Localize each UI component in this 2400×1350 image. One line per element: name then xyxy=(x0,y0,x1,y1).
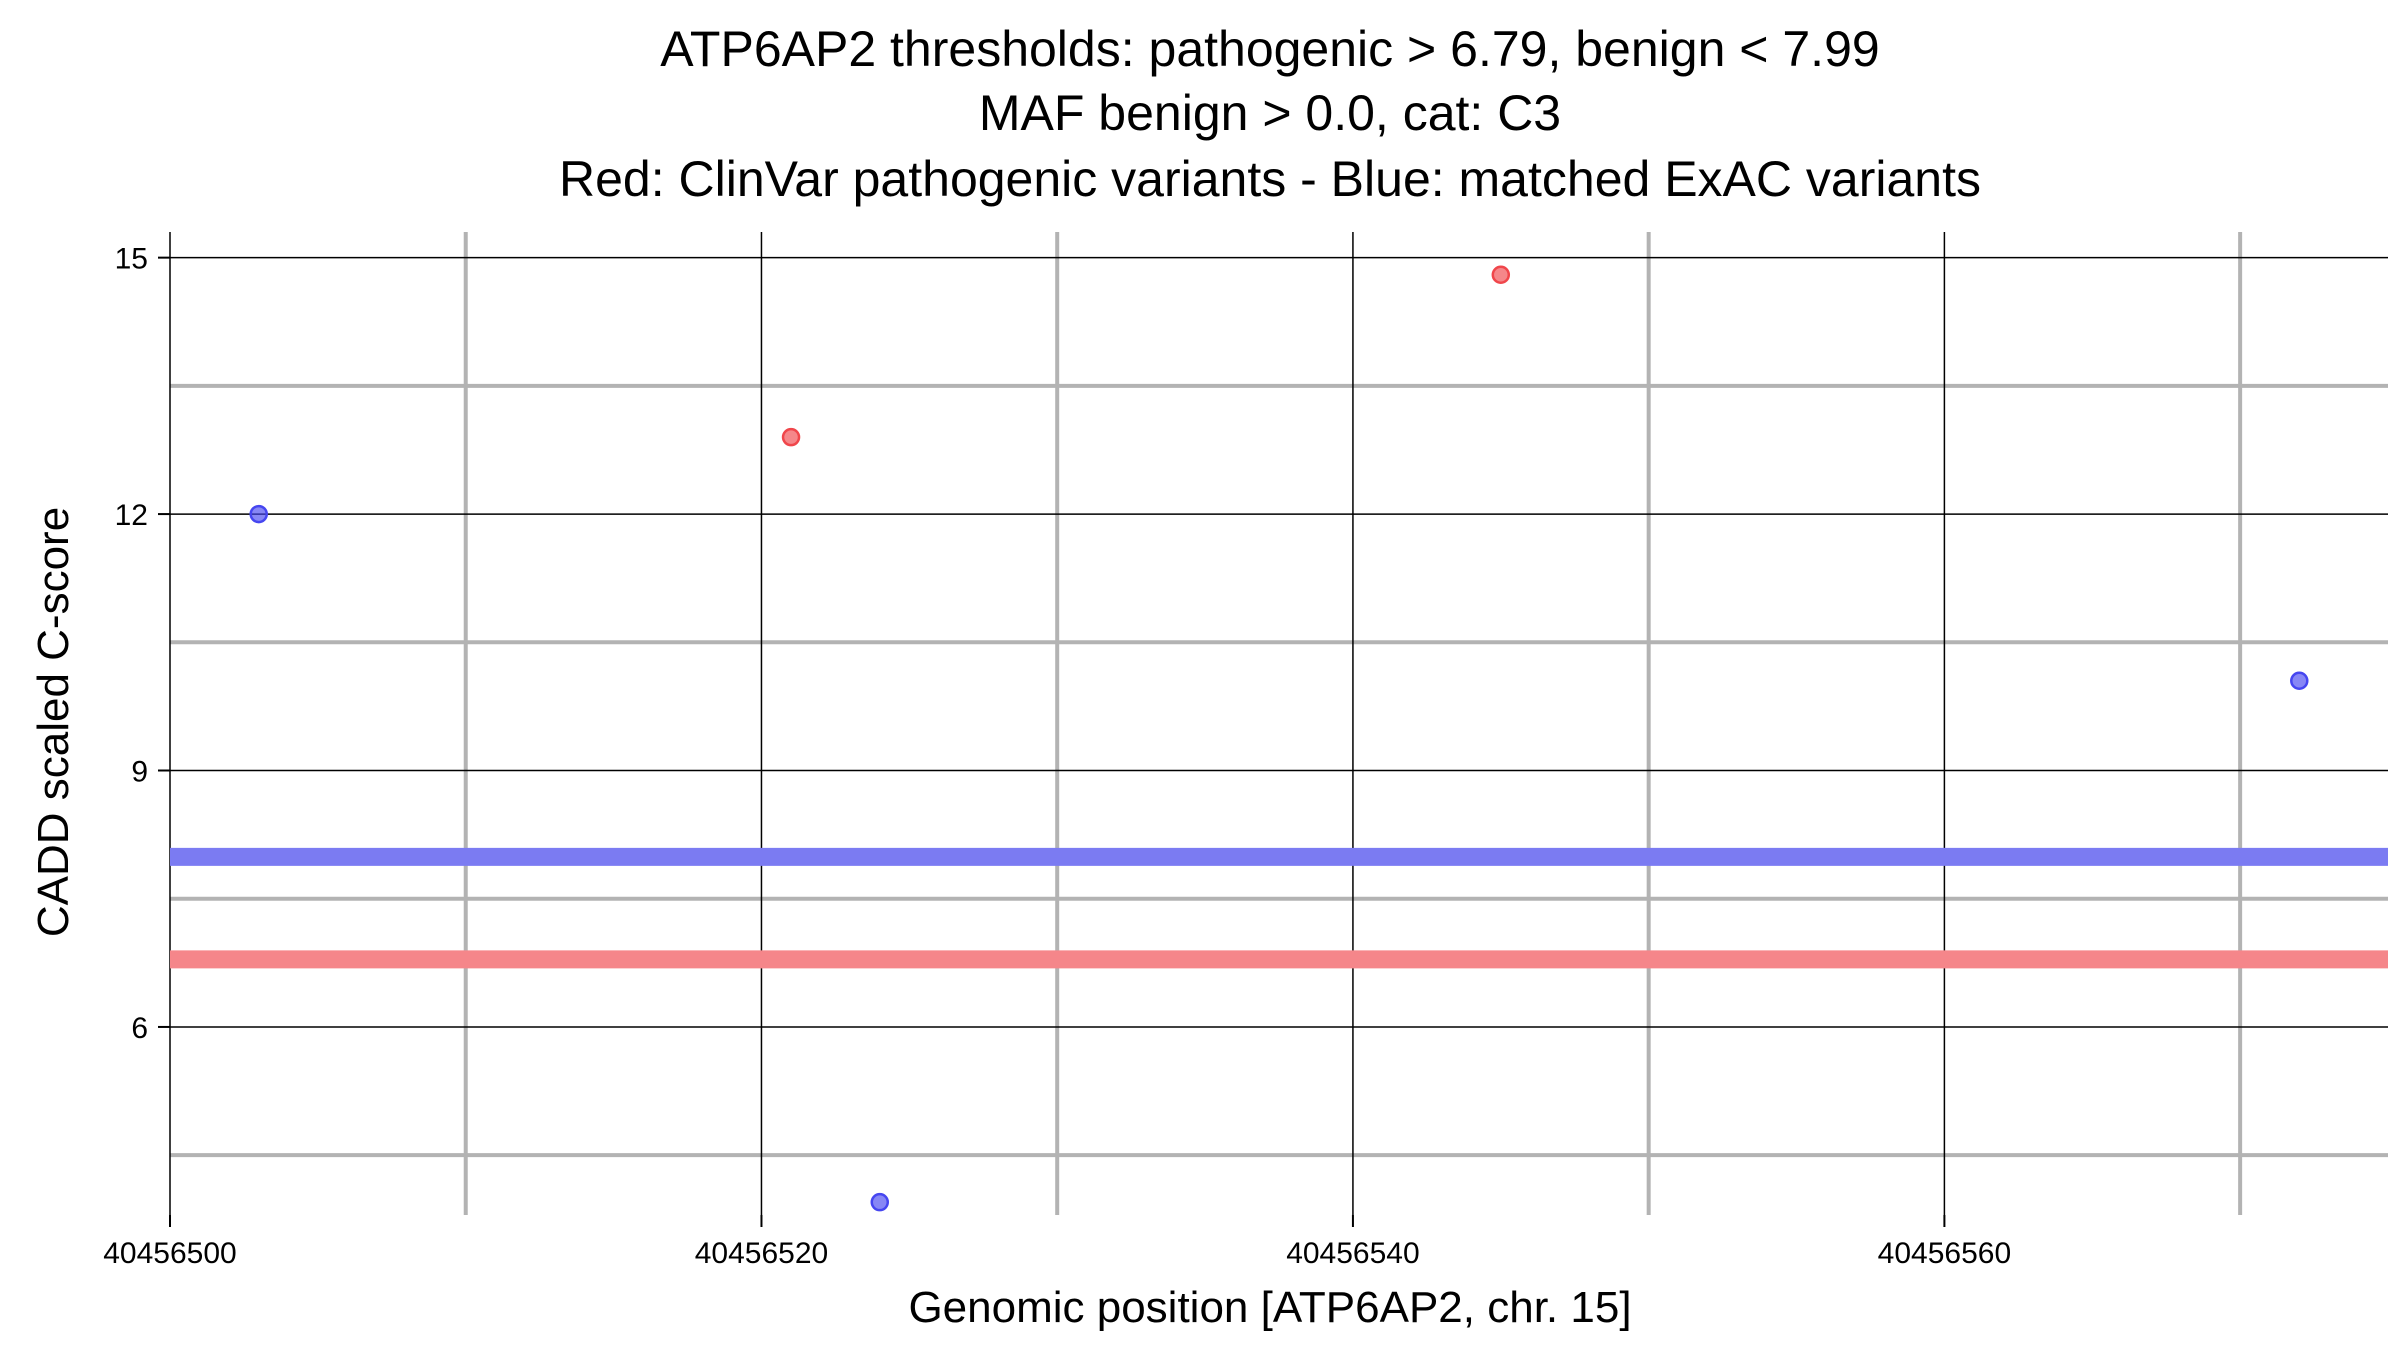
x-tick-label: 40456540 xyxy=(1286,1237,1419,1270)
minor-gridlines xyxy=(170,232,2388,1215)
title-line-3: Red: ClinVar pathogenic variants - Blue:… xyxy=(559,151,1981,207)
y-tick-label: 12 xyxy=(115,499,148,532)
major-gridlines xyxy=(169,232,2388,1215)
data-point xyxy=(249,504,268,524)
x-axis-title: Genomic position [ATP6AP2, chr. 15] xyxy=(908,1283,1631,1332)
data-point xyxy=(870,1192,890,1212)
data-point xyxy=(781,427,801,447)
data-point xyxy=(1491,265,1511,284)
chart-title: ATP6AP2 thresholds: pathogenic > 6.79, b… xyxy=(559,21,1981,207)
x-tick-label: 40456560 xyxy=(1878,1237,2011,1270)
x-axis: 40456500 40456520 40456540 40456560 xyxy=(103,1215,2011,1270)
threshold-lines xyxy=(170,847,2388,969)
y-tick-label: 15 xyxy=(115,243,148,276)
title-line-2: MAF benign > 0.0, cat: C3 xyxy=(979,85,1561,141)
x-tick-label: 40456500 xyxy=(103,1237,236,1270)
y-tick-label: 6 xyxy=(131,1012,148,1045)
y-tick-label: 9 xyxy=(131,756,148,789)
data-point xyxy=(2290,671,2309,691)
title-line-1: ATP6AP2 thresholds: pathogenic > 6.79, b… xyxy=(660,21,1879,77)
x-tick-label: 40456520 xyxy=(695,1237,828,1270)
data-points xyxy=(249,265,2309,1212)
y-axis-title: CADD scaled C-score xyxy=(29,507,78,937)
y-axis: 6 9 12 15 xyxy=(115,243,170,1045)
